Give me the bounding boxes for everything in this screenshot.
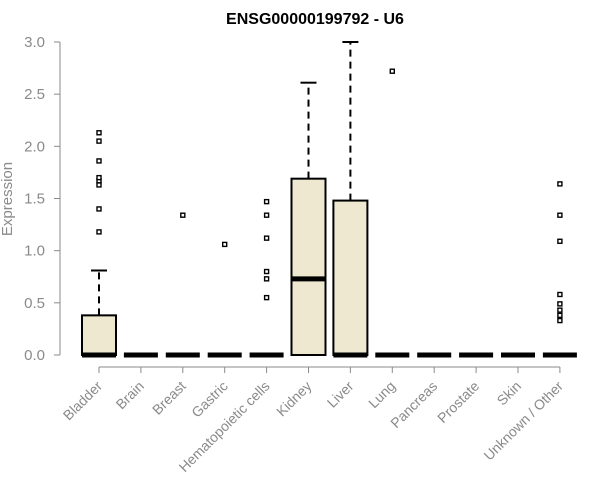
outlier-point (557, 312, 563, 319)
outlier-point (180, 212, 186, 218)
box-gastric (207, 241, 242, 358)
x-category-label: Kidney (273, 378, 315, 420)
y-tick-label: 0.0 (24, 347, 45, 364)
x-category-label: Pancreas (387, 378, 440, 431)
outlier-point (263, 212, 270, 218)
outlier-point (557, 317, 563, 324)
box-lung (375, 68, 410, 358)
outlier-point (96, 182, 102, 188)
y-tick-label: 0.5 (24, 295, 45, 312)
outlier-point (557, 307, 563, 313)
box-bladder (81, 130, 117, 358)
outlier-point (263, 268, 270, 275)
outlier-point (557, 181, 563, 187)
outlier-point (557, 212, 563, 218)
outlier-point (263, 294, 270, 301)
outlier-point (96, 229, 102, 235)
outlier-point (557, 238, 563, 244)
x-category-label: Lung (365, 378, 398, 411)
axes: 0.0 0.5 1.0 1.5 2.0 2.5 3.0 (24, 34, 561, 373)
box-liver (332, 41, 369, 358)
x-category-label: Breast (149, 378, 189, 418)
box-unknown-other (542, 181, 577, 358)
outlier-point (96, 206, 102, 212)
box-hematopoietic-cells (249, 198, 284, 358)
box-body (290, 177, 327, 356)
outlier-point (557, 291, 563, 298)
y-axis-title: Expression (0, 162, 16, 236)
box-breast (165, 212, 200, 358)
y-tick-label: 2.5 (24, 86, 45, 103)
x-category-label: Liver (324, 378, 357, 411)
outlier-point (263, 276, 270, 282)
box-kidney (290, 81, 327, 356)
outlier-point (389, 68, 395, 74)
x-category-label: Prostate (434, 378, 482, 426)
y-tick-label: 3.0 (24, 34, 45, 51)
outlier-point (96, 158, 102, 164)
outlier-point (221, 241, 228, 248)
chart-title: ENSG00000199792 - U6 (226, 11, 404, 28)
outlier-point (96, 174, 102, 181)
outlier-point (263, 198, 270, 205)
outlier-point (263, 235, 270, 241)
x-category-label: Unknown / Other (480, 378, 566, 464)
x-category-label: Bladder (60, 378, 106, 424)
outlier-point (557, 301, 563, 307)
x-category-label: Skin (494, 378, 525, 409)
y-tick-label: 1.0 (24, 243, 45, 260)
y-tick-label: 2.0 (24, 138, 45, 155)
box-body (332, 199, 369, 356)
boxes (81, 41, 577, 358)
box-body (81, 314, 117, 356)
y-tick-label: 1.5 (24, 191, 45, 208)
x-category-label: Brain (113, 378, 147, 412)
outlier-point (96, 130, 102, 136)
outlier-point (96, 138, 102, 144)
